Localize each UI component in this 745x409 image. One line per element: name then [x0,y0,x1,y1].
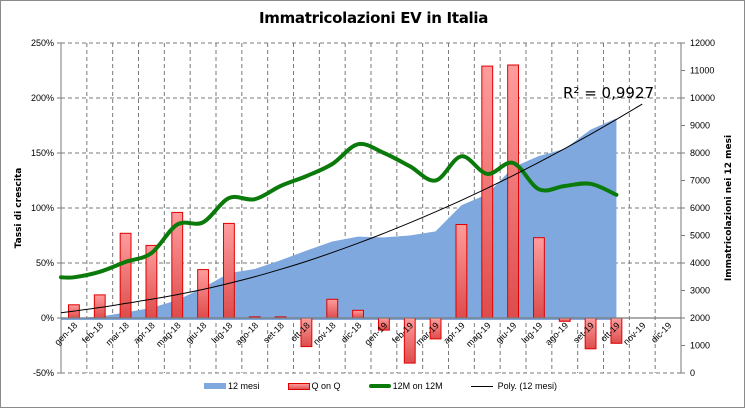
x-axis-tick-label: nov-19 [621,320,648,347]
right-axis-tick-label: 8000 [690,148,710,158]
legend-label: Poly. (12 mesi) [497,381,557,391]
legend: 12 mesi Q on Q 12M on 12M Poly. (12 mesi… [1,381,745,391]
left-axis-tick-label: 50% [36,258,54,268]
x-axis-tick-label: giu-19 [494,320,519,345]
legend-item-q-on-q: Q on Q [287,381,341,391]
x-axis-tick-label: set-18 [261,320,286,345]
trendline-poly [60,103,643,314]
legend-item-12-mesi: 12 mesi [204,381,260,391]
right-axis-tick-label: 12000 [690,38,715,48]
x-axis-tick-label: gen-18 [52,320,79,347]
legend-item-12m-on-12m: 12M on 12M [368,381,443,391]
bar-q-on-q [197,269,210,319]
bar-q-on-q [481,65,494,319]
left-axis-tick-label: 100% [31,203,54,213]
legend-label: 12M on 12M [392,381,443,391]
x-axis-tick-label: gen-19 [362,320,389,347]
x-axis-tick-label: mar-18 [104,320,131,347]
bar-q-on-q [222,222,235,319]
legend-label: Q on Q [311,381,341,391]
legend-swatch-line [368,384,391,388]
right-axis-tick-label: 3000 [690,286,710,296]
x-axis-tick-label: lug-18 [210,320,235,345]
right-axis-tick-label: 9000 [690,121,710,131]
x-axis-tick-label: dic-18 [339,320,363,344]
left-axis-tick-label: 150% [31,148,54,158]
right-axis-tick-label: 0 [690,368,695,378]
bar-q-on-q [532,237,545,319]
right-axis-tick-label: 10000 [690,93,715,103]
x-axis-tick-label: mag-18 [154,320,183,349]
left-axis-tick-label: 200% [31,93,54,103]
right-axis-tick-label: 6000 [690,203,710,213]
x-axis-tick-label: ago-19 [543,320,570,347]
x-axis-tick-label: giu-18 [184,320,209,345]
right-axis-tick-label: 7000 [690,176,710,186]
x-axis-tick-label: lug-19 [520,320,545,345]
legend-swatch-trendline [470,385,493,387]
x-axis-tick-label: ago-18 [233,320,260,347]
right-axis-tick-label: 5000 [690,231,710,241]
line-12m-on-12m [59,141,619,280]
left-axis-tick-label: 0% [41,313,54,323]
right-axis-tick-label: 11000 [690,66,714,76]
legend-item-poly: Poly. (12 mesi) [470,381,557,391]
chart-title: Immatricolazioni EV in Italia [258,9,489,27]
right-axis-tick-label: 4000 [690,258,710,268]
bar-q-on-q [455,224,468,319]
bar-q-on-q [326,298,339,319]
left-axis-title: Tassi di crescita [14,168,24,249]
bar-q-on-q [119,232,132,319]
r-squared-annotation: R² = 0,9927 [563,84,654,102]
legend-swatch-bar [287,382,310,390]
right-axis-title: Immatricolazioni nei 12 mesi [724,135,734,281]
x-axis-tick-label: dic-19 [649,320,673,344]
bar-q-on-q [93,294,106,319]
legend-swatch-area [204,383,227,389]
area-12-mesi [61,118,617,321]
left-axis-tick-label: -50% [33,368,54,378]
x-axis-tick-label: mag-19 [464,320,493,349]
bar-q-on-q [507,64,520,319]
bar-q-on-q [352,309,365,319]
x-axis-tick-label: nov-18 [311,320,338,347]
right-axis-tick-label: 1000 [690,341,710,351]
legend-label: 12 mesi [228,381,260,391]
right-axis-tick-label: 2000 [690,313,710,323]
left-axis-tick-label: 250% [31,38,54,48]
x-axis-tick-label: feb-18 [80,320,105,345]
